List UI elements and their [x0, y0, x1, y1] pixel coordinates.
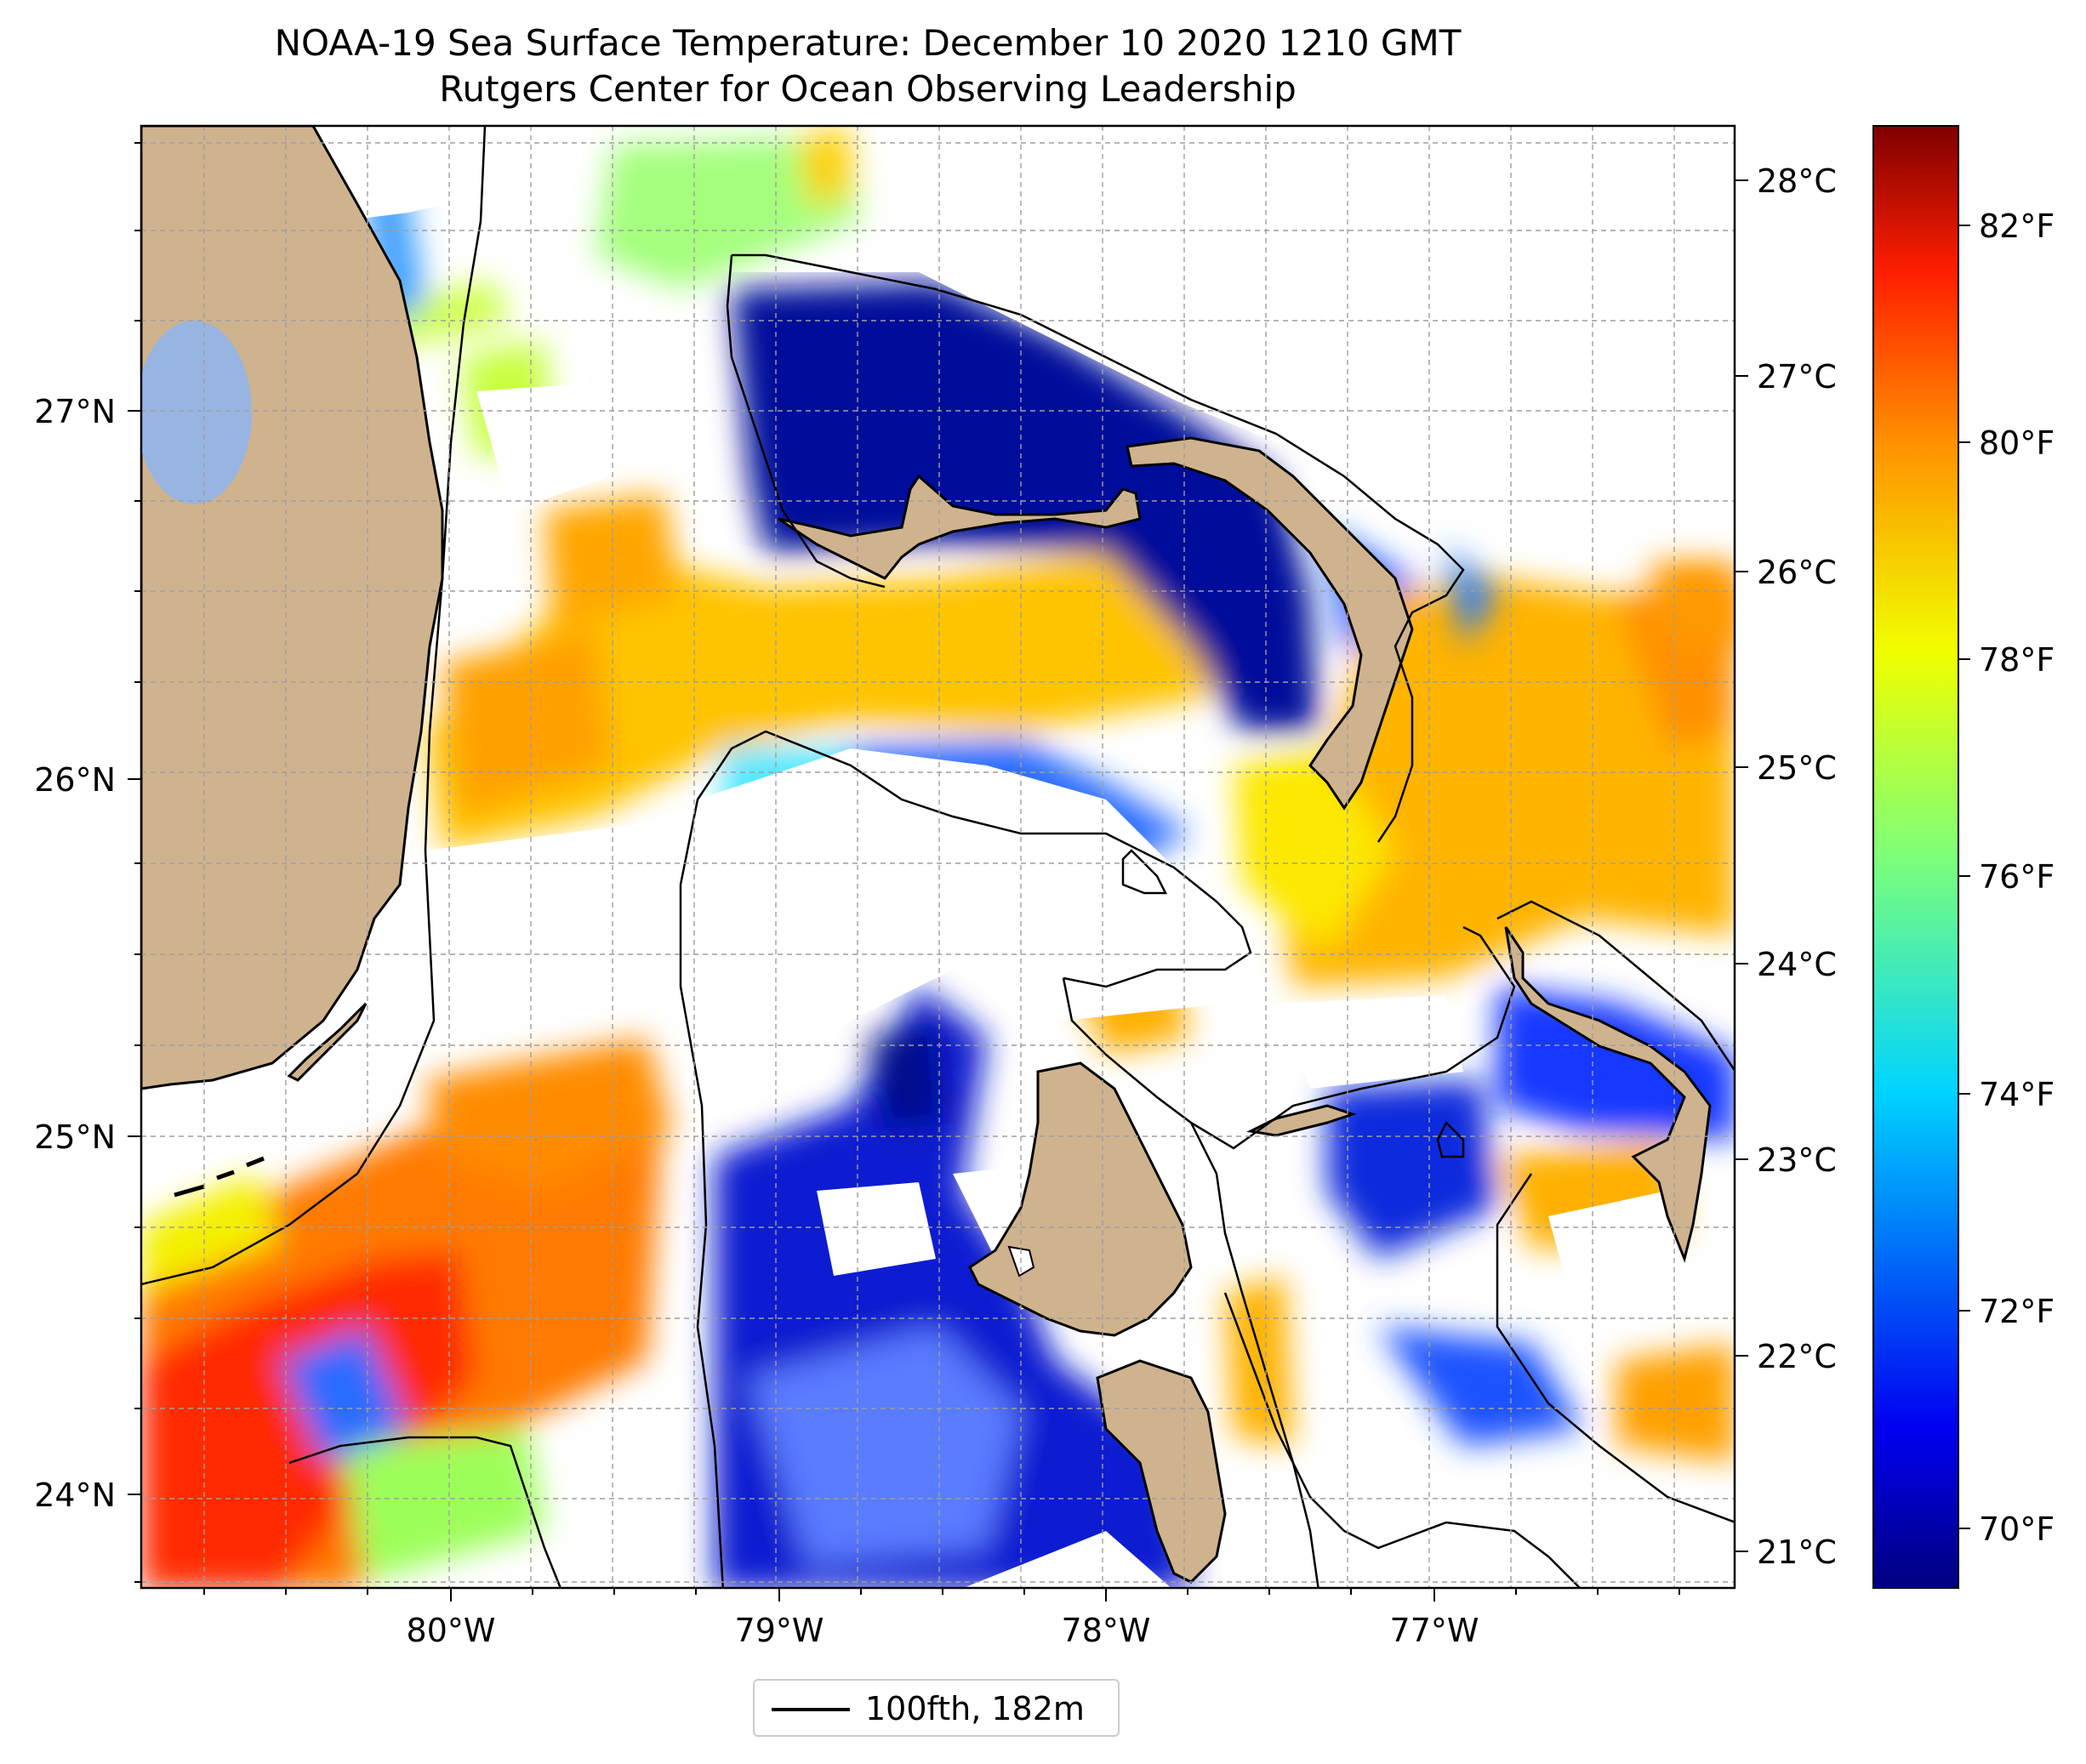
map-area [141, 126, 1735, 1588]
fahrenheit-label: 78°F [1979, 641, 2055, 679]
grand-bahama [778, 474, 1142, 580]
legend: 100fth, 182m [753, 1679, 1120, 1737]
fahrenheit-label: 82°F [1979, 208, 2055, 245]
lat-label: 25°N [34, 1118, 116, 1156]
lon-ticks [203, 1588, 1680, 1602]
map-subtitle: Rutgers Center for Ocean Observing Leade… [439, 68, 1297, 110]
andros-south [1096, 1359, 1227, 1584]
celsius-label: 28°C [1757, 162, 1837, 200]
fahrenheit-label: 72°F [1979, 1293, 2055, 1330]
colorbar-gradient [1872, 125, 1959, 1589]
lat-ticks [128, 142, 141, 1583]
fahrenheit-label: 70°F [1979, 1511, 2055, 1548]
eleuthera [1504, 926, 1712, 1263]
lake-okeechobee [141, 321, 252, 504]
colorbar: 82°F 80°F 78°F 76°F 74°F 72°F 70°F [1872, 125, 2055, 1589]
fahrenheit-label: 80°F [1979, 424, 2055, 462]
celsius-ticks [1735, 179, 1748, 1552]
celsius-label: 22°C [1757, 1338, 1837, 1375]
legend-line-swatch [772, 1708, 850, 1711]
map-title: NOAA-19 Sea Surface Temperature: Decembe… [274, 22, 1462, 64]
graticule [141, 126, 1735, 1588]
abaco-island [1126, 436, 1414, 811]
legend-label: 100fth, 182m [865, 1690, 1085, 1727]
sst-field-north [596, 128, 1735, 646]
axis-labels: 80°W 79°W 78°W 77°W 27°N 26°N 25°N 24°N … [34, 162, 1837, 1649]
lat-label: 24°N [34, 1477, 116, 1514]
celsius-label: 24°C [1757, 946, 1837, 983]
lat-label: 26°N [34, 761, 116, 799]
lat-label: 27°N [34, 393, 116, 430]
lon-label: 77°W [1390, 1612, 1479, 1649]
map-frame [140, 124, 1736, 1590]
celsius-label: 23°C [1757, 1141, 1837, 1179]
celsius-label: 21°C [1757, 1534, 1837, 1571]
celsius-label: 27°C [1757, 358, 1837, 395]
fahrenheit-label: 74°F [1979, 1076, 2055, 1113]
fahrenheit-label: 76°F [1979, 858, 2055, 896]
isobath-100fth [141, 126, 1735, 1588]
florida-keys [287, 1002, 368, 1082]
celsius-label: 26°C [1757, 554, 1837, 591]
lon-label: 79°W [735, 1612, 824, 1649]
lon-label: 80°W [407, 1612, 496, 1649]
celsius-label: 25°C [1757, 749, 1837, 787]
lon-label: 78°W [1062, 1612, 1151, 1649]
